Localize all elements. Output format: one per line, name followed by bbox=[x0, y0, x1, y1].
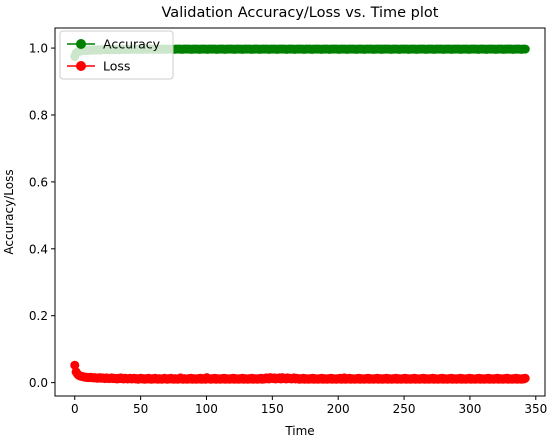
x-tick-label: 200 bbox=[327, 402, 350, 416]
y-tick-label: 0.0 bbox=[29, 376, 48, 390]
legend-label-accuracy: Accuracy bbox=[103, 37, 161, 52]
legend-box bbox=[59, 30, 174, 80]
x-tick-label: 150 bbox=[261, 402, 284, 416]
y-axis-ticks: 0.0 0.2 0.4 0.6 0.8 1.0 bbox=[29, 42, 55, 390]
axes-frame bbox=[54, 27, 546, 397]
x-axis-label: Time bbox=[284, 424, 314, 438]
data-point-loss bbox=[70, 360, 80, 370]
y-tick-label: 0.2 bbox=[29, 309, 48, 323]
legend-marker-accuracy bbox=[76, 39, 86, 49]
data-point-accuracy bbox=[520, 44, 530, 54]
y-tick-label: 0.6 bbox=[29, 175, 48, 189]
y-tick-label: 0.4 bbox=[29, 242, 48, 256]
x-tick-label: 300 bbox=[458, 402, 481, 416]
legend-label-loss: Loss bbox=[103, 59, 130, 74]
x-tick-label: 250 bbox=[393, 402, 416, 416]
x-tick-label: 100 bbox=[195, 402, 218, 416]
chart-title: Validation Accuracy/Loss vs. Time plot bbox=[162, 5, 439, 21]
data-point-loss bbox=[520, 373, 530, 383]
y-axis-label: Accuracy/Loss bbox=[2, 169, 16, 254]
legend: Accuracy Loss bbox=[59, 30, 174, 80]
legend-marker-loss bbox=[76, 61, 86, 71]
x-tick-label: 350 bbox=[524, 402, 547, 416]
y-tick-label: 1.0 bbox=[29, 42, 48, 56]
x-axis-ticks: 0 50 100 150 200 250 300 350 bbox=[71, 396, 547, 416]
x-tick-label: 0 bbox=[71, 402, 79, 416]
x-tick-label: 50 bbox=[133, 402, 148, 416]
series-loss bbox=[70, 360, 530, 384]
y-tick-label: 0.8 bbox=[29, 108, 48, 122]
